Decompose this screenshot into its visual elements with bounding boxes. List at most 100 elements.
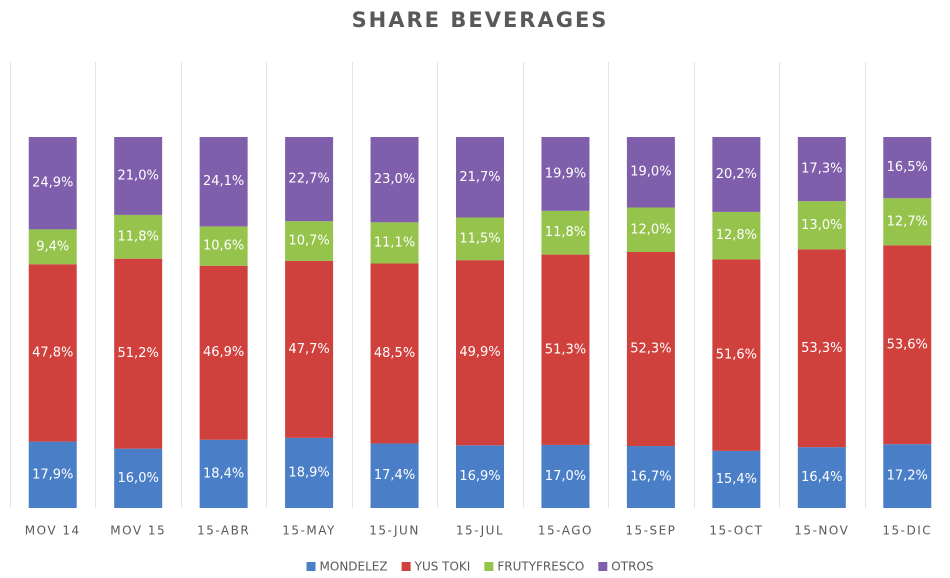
bar-segment — [199, 439, 248, 508]
data-label: 53,3% — [801, 341, 842, 356]
bar-segment — [28, 441, 77, 508]
x-tick-label: 15-OCT — [709, 524, 763, 538]
data-label: 53,6% — [887, 337, 928, 352]
data-label: 51,2% — [118, 346, 159, 361]
data-label: 11,8% — [545, 225, 586, 240]
bar-segment — [370, 263, 419, 444]
data-label: 17,3% — [801, 162, 842, 177]
data-label: 17,4% — [374, 468, 415, 483]
bar-segment — [285, 437, 334, 508]
legend: MONDELEZ YUS TOKI FRUTYFRESCO OTROS — [306, 560, 653, 574]
bar-segment — [199, 226, 248, 266]
legend-swatch — [598, 562, 608, 571]
x-tick-label: 15-SEP — [625, 524, 676, 538]
data-label: 12,8% — [716, 228, 757, 243]
bar-segment — [28, 229, 77, 265]
bar-segment — [797, 249, 846, 448]
data-label: 16,4% — [801, 470, 842, 485]
x-tick-label: 15-JUN — [369, 524, 420, 538]
bar-segment — [712, 211, 761, 260]
bar-segment — [285, 221, 334, 261]
data-label: 21,7% — [459, 170, 500, 185]
data-label: 17,2% — [887, 469, 928, 484]
data-label: 12,7% — [887, 214, 928, 229]
data-label: 24,1% — [203, 174, 244, 189]
bar-segment — [199, 265, 248, 440]
data-label: 51,3% — [545, 342, 586, 357]
data-label: 19,9% — [545, 166, 586, 181]
data-label: 47,7% — [288, 342, 329, 357]
x-tick-label: MOV 14 — [25, 524, 81, 538]
x-tick-label: 15-MAY — [282, 524, 336, 538]
bar-segment — [28, 264, 77, 442]
x-tick-label: 15-DIC — [882, 524, 932, 538]
data-label: 24,9% — [32, 176, 73, 191]
bar-segment — [626, 252, 675, 447]
bar-segment — [370, 137, 419, 223]
x-tick-label: 15-ABR — [197, 524, 250, 538]
bar-segment — [541, 210, 590, 255]
bar-segment — [114, 448, 163, 508]
bar-segment — [370, 222, 419, 264]
bar-segment — [712, 450, 761, 508]
x-tick-label: 15-JUL — [456, 524, 504, 538]
bar-segment — [199, 137, 248, 227]
data-label: 49,9% — [459, 345, 500, 360]
data-label: 10,7% — [288, 234, 329, 249]
data-label: 48,5% — [374, 346, 415, 361]
data-label: 16,5% — [887, 160, 928, 175]
data-label: 13,0% — [801, 218, 842, 233]
bar-segment — [541, 137, 590, 211]
data-label: 12,0% — [630, 222, 671, 237]
legend-label: YUS TOKI — [414, 560, 471, 574]
data-label: 20,2% — [716, 167, 757, 182]
data-label: 11,5% — [459, 231, 500, 246]
data-label: 11,8% — [118, 229, 159, 244]
data-label: 46,9% — [203, 345, 244, 360]
data-label: 15,4% — [716, 472, 757, 487]
bar-segment — [114, 258, 163, 449]
data-label: 9,4% — [36, 239, 69, 254]
bar-segment — [883, 137, 932, 199]
x-tick-label: 15-NOV — [794, 524, 849, 538]
bar-segment — [712, 259, 761, 451]
legend-item: FRUTYFRESCO — [484, 560, 584, 574]
bar-segment — [883, 245, 932, 445]
data-label: 17,9% — [32, 467, 73, 482]
data-label: 47,8% — [32, 345, 73, 360]
legend-item: OTROS — [598, 560, 653, 574]
bar-segment — [285, 260, 334, 438]
bar-segment — [456, 217, 504, 261]
bar-segment — [626, 137, 675, 208]
bar-segment — [114, 214, 163, 259]
data-label: 16,0% — [118, 471, 159, 486]
data-label: 17,0% — [545, 469, 586, 484]
bar-segment — [541, 444, 590, 508]
legend-label: MONDELEZ — [320, 560, 388, 574]
data-label: 51,6% — [716, 348, 757, 363]
bar-segment — [541, 254, 590, 445]
data-label: 16,9% — [459, 469, 500, 484]
bar-segment — [285, 137, 334, 222]
bar-segment — [626, 207, 675, 253]
data-label: 22,7% — [288, 172, 329, 187]
bar-segment — [883, 198, 932, 246]
data-label: 10,6% — [203, 239, 244, 254]
legend-label: FRUTYFRESCO — [497, 560, 584, 574]
data-label: 19,0% — [630, 165, 671, 180]
legend-swatch — [484, 562, 494, 571]
bar-segment — [28, 137, 77, 230]
x-tick-label: MOV 15 — [110, 524, 166, 538]
x-tick-label: 15-AGO — [538, 524, 593, 538]
data-label: 52,3% — [630, 342, 671, 357]
legend-swatch — [401, 562, 411, 571]
bar-segment — [797, 201, 846, 250]
bar-segment — [456, 137, 504, 218]
chart-title: SHARE BEVERAGES — [352, 8, 609, 32]
data-label: 18,9% — [288, 465, 329, 480]
bar-segment — [456, 260, 504, 446]
bar-segment — [883, 444, 932, 508]
bar-segment — [797, 137, 846, 202]
legend-swatch — [306, 562, 316, 571]
bar-segment — [712, 137, 761, 212]
